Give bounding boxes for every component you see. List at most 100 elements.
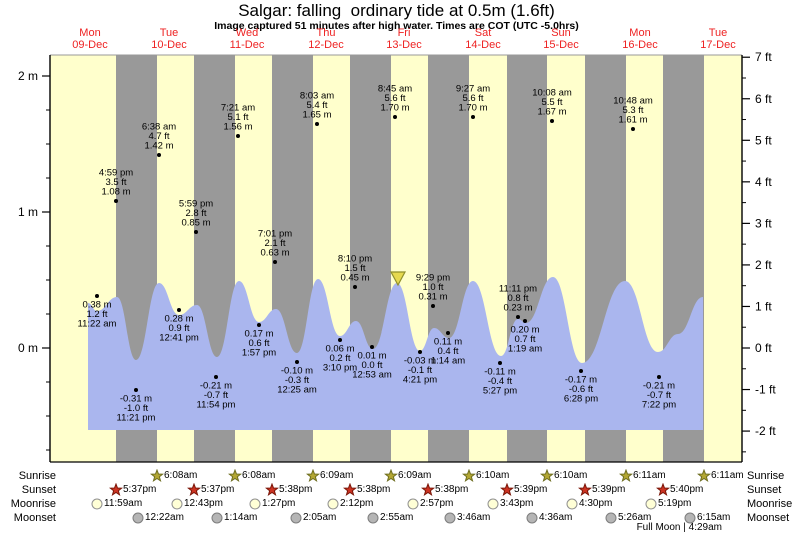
moonrise-circle (565, 497, 579, 516)
sunset-time: 5:38pm (435, 484, 469, 495)
sunrise-star (618, 468, 634, 488)
day-label: Fri 13-Dec (368, 27, 440, 51)
sunset-time: 5:37pm (123, 484, 157, 495)
almanac-row-label-right: Sunrise (747, 470, 785, 482)
tide-dot (370, 345, 374, 349)
moonrise-time: 3:43pm (500, 498, 534, 509)
high-tide-label: 11:11 pm 0.8 ft 0.23 m (499, 284, 537, 314)
sunset-star (186, 482, 202, 502)
right-axis-label: 4 ft (755, 175, 772, 189)
high-tide-label: 10:48 am 5.3 ft 1.61 m (613, 96, 653, 126)
day-date: 15-Dec (543, 39, 579, 51)
tide-dot (446, 331, 450, 335)
tide-dot (95, 294, 99, 298)
day-date: 09-Dec (72, 39, 108, 51)
moonset-time: 1:14am (224, 512, 258, 523)
day-label: Sun 15-Dec (525, 27, 597, 51)
tide-curve (88, 277, 703, 430)
high-tide-label: 8:10 pm 1.5 ft 0.45 m (338, 254, 372, 284)
moonrise-circle (406, 497, 420, 516)
tide-dot (214, 375, 218, 379)
tide-dot (177, 308, 181, 312)
low-tide-label: -0.21 m -0.7 ft 11:54 pm (197, 381, 236, 411)
sunset-star (420, 482, 436, 502)
low-tide-label: -0.17 m -0.6 ft 6:28 pm (564, 375, 598, 405)
tide-dot (194, 230, 198, 234)
high-tide-label: 4:59 pm 3.5 ft 1.08 m (99, 168, 133, 198)
tide-dot (516, 315, 520, 319)
tide-dot (431, 304, 435, 308)
sunrise-time: 6:09am (398, 470, 432, 481)
moonset-circle (443, 511, 457, 530)
sunrise-star (461, 468, 477, 488)
moonrise-time: 4:30pm (579, 498, 613, 509)
moonset-time: 2:05am (303, 512, 337, 523)
sunset-time: 5:39pm (514, 484, 548, 495)
sunset-time: 5:39pm (592, 484, 626, 495)
left-axis-label: 0 m (18, 341, 38, 355)
day-date: 14-Dec (465, 39, 501, 51)
moonrise-circle (644, 497, 658, 516)
page-title: Salgar: falling ordinary tide at 0.5m (1… (238, 1, 555, 20)
tide-dot (550, 119, 554, 123)
tide-dot (631, 127, 635, 131)
tide-dot (393, 115, 397, 119)
day-label: Sat 14-Dec (447, 27, 519, 51)
tide-dot (657, 375, 661, 379)
left-axis-label: 2 m (18, 69, 38, 83)
moonset-time: 4:36am (539, 512, 573, 523)
moonrise-time: 2:57pm (420, 498, 454, 509)
moonrise-time: 2:12pm (340, 498, 374, 509)
day-name: Fri (397, 27, 411, 39)
tide-dot (257, 323, 261, 327)
sunrise-time: 6:10am (476, 470, 510, 481)
day-name: Thu (316, 27, 336, 39)
high-tide-label: 8:03 am 5.4 ft 1.65 m (300, 91, 334, 121)
sunrise-time: 6:09am (320, 470, 354, 481)
moonset-circle (210, 511, 224, 530)
sunset-star (655, 482, 671, 502)
sunrise-time: 6:11am (633, 470, 666, 481)
moonrise-time: 11:59am (104, 498, 143, 509)
right-axis-label: 7 ft (755, 50, 772, 64)
day-label: Thu 12-Dec (290, 27, 362, 51)
moonrise-circle (486, 497, 500, 516)
right-axis-label: -1 ft (755, 383, 776, 397)
day-label: Wed 11-Dec (211, 27, 283, 51)
moonset-time: 2:55am (380, 512, 414, 523)
high-tide-label: 5:59 pm 2.8 ft 0.85 m (179, 199, 213, 229)
sunset-time: 5:38pm (279, 484, 313, 495)
tide-dot (114, 199, 118, 203)
tide-dot (353, 285, 357, 289)
tide-dot (157, 153, 161, 157)
sunset-time: 5:40pm (670, 484, 704, 495)
moonset-time: 6:15am (697, 512, 731, 523)
sunrise-star (227, 468, 243, 488)
right-axis-label: 5 ft (755, 133, 772, 147)
day-name: Mon (629, 27, 651, 39)
almanac-row-label-left: Moonset (13, 512, 56, 524)
sunset-star (108, 482, 124, 502)
day-label: Mon 16-Dec (604, 27, 676, 51)
high-tide-label: 9:27 am 5.6 ft 1.70 m (456, 84, 490, 114)
tide-dot (523, 319, 527, 323)
moonset-circle (525, 511, 539, 530)
day-name: Sat (474, 27, 492, 39)
tide-dot (418, 350, 422, 354)
moonset-time: 3:46am (457, 512, 491, 523)
tide-dot (498, 361, 502, 365)
low-tide-label: 0.20 m 0.7 ft 1:19 am (508, 325, 542, 355)
low-tide-label: -0.10 m -0.3 ft 12:25 am (277, 366, 317, 396)
almanac-row-label-right: Sunset (747, 484, 782, 496)
day-name: Tue (159, 27, 179, 39)
tide-dot (273, 260, 277, 264)
tide-dot (134, 388, 138, 392)
day-name: Tue (708, 27, 728, 39)
low-tide-label: 0.11 m 0.4 ft 1:14 am (431, 337, 465, 367)
almanac-row-label-left: Sunrise (18, 470, 56, 482)
day-date: 11-Dec (229, 39, 265, 51)
tide-dot (315, 122, 319, 126)
low-tide-label: -0.11 m -0.4 ft 5:27 pm (483, 367, 517, 397)
low-tide-label: -0.31 m -1.0 ft 11:21 pm (117, 394, 156, 424)
